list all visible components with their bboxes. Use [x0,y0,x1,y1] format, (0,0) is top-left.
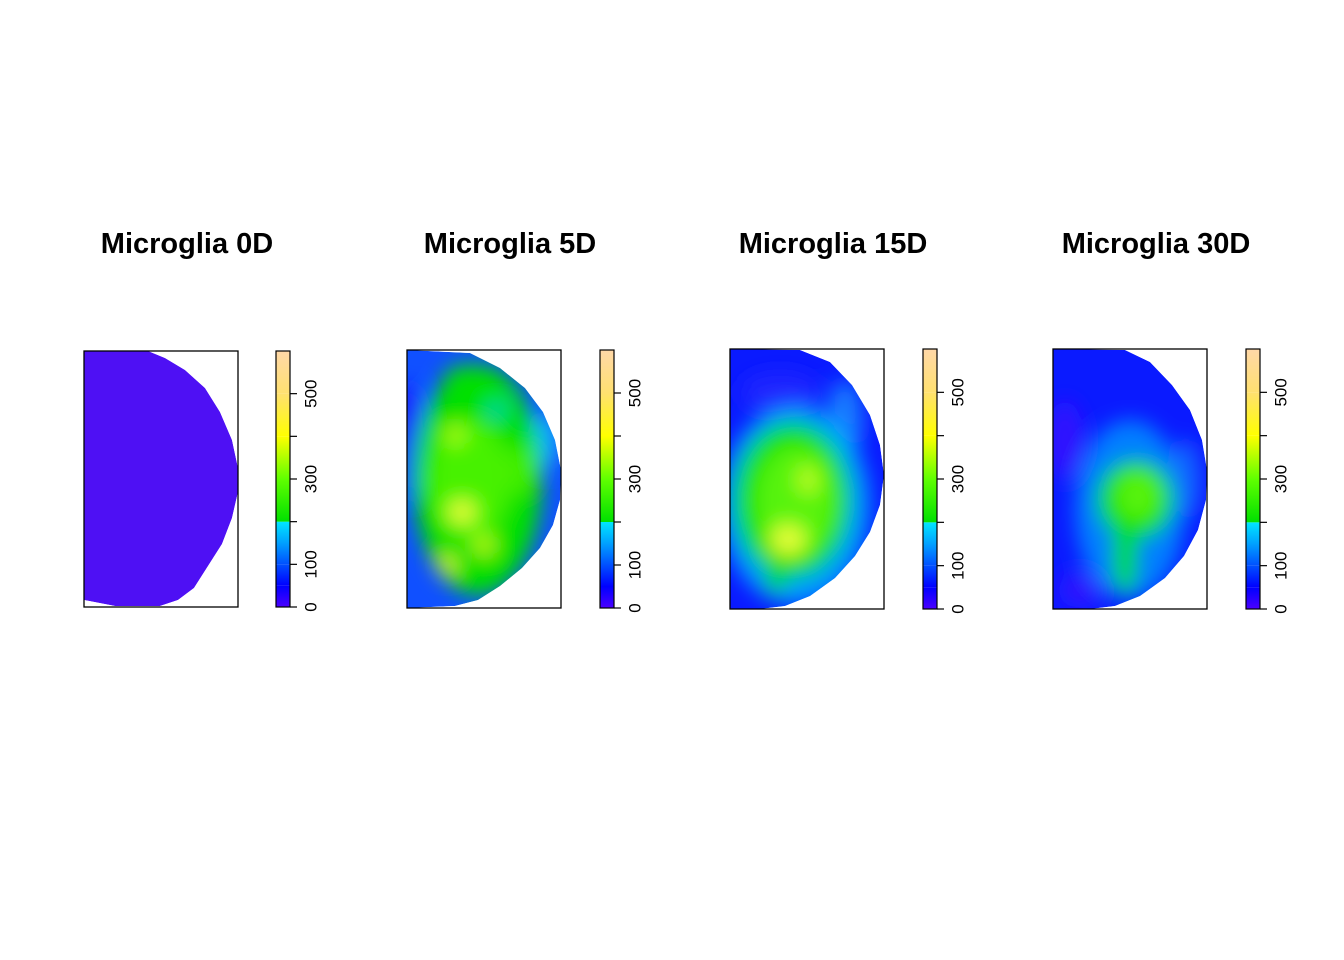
color-bar-segment [1246,522,1260,544]
color-bar-segment [1246,565,1260,588]
heatmap-blob [490,405,502,417]
color-bar-segment [600,350,614,393]
color-bar-segment [923,392,937,436]
heatmap-image [407,350,561,608]
chart-panel-1: Microglia 5D 0 100 300 500 [406,228,645,613]
heatmap-blob [502,446,538,494]
color-bar-segment [923,544,937,566]
color-bar-tick-label: 300 [1272,465,1291,493]
chart-panel-0: Microglia 0D 0 100 300 500 [83,228,321,612]
color-bar-segment [923,565,937,588]
color-bar-segment [276,543,290,565]
panel-title: Microglia 15D [739,228,928,260]
heatmap-blob [440,365,484,425]
color-bar-segment [276,436,290,479]
color-bar-segment [276,521,290,543]
color-bar-tick-label: 300 [949,465,968,493]
plot-frame [1052,348,1208,610]
color-bar-tick-label: 500 [949,378,968,406]
heatmap-blob [430,420,510,540]
color-bar-tick-label: 100 [302,550,321,578]
heatmap-image [730,349,884,609]
color-bar-tick-label: 500 [302,379,321,407]
chart-panel-2: Microglia 15D 0 100 300 500 [729,228,968,614]
heatmap-blob [448,500,476,524]
color-bar-tick-label: 0 [626,603,645,612]
heatmap-blob [1058,572,1102,608]
panel-title: Microglia 30D [1062,228,1251,260]
color-bar-segment [600,543,614,565]
color-bar-tick-label: 300 [302,465,321,493]
color-bar: 0 100 300 500 [275,350,321,612]
heatmap-blob [1116,470,1160,520]
color-bar-segment [276,393,290,437]
color-bar: 0 100 300 500 [922,348,968,614]
chart-panel-3: Microglia 30D 0 100 300 500 [1052,228,1291,614]
heatmap-image [1053,349,1207,609]
color-bar-segment [1246,349,1260,393]
color-bar-segment [923,349,937,393]
heatmap-blob [766,566,786,594]
color-bar: 0 100 300 500 [599,349,645,613]
panel-title: Microglia 0D [101,228,273,260]
color-bar-segment [1246,544,1260,566]
plot-frame [729,348,885,610]
color-bar-tick-label: 0 [302,602,321,611]
color-bar-segment [600,436,614,479]
color-bar-tick-label: 500 [1272,378,1291,406]
color-bar-tick-label: 100 [949,551,968,579]
color-bar-segment [923,587,937,609]
color-bar-tick-label: 0 [1272,604,1291,613]
color-bar-segment [923,435,937,479]
color-bar-segment [923,479,937,523]
color-bar-segment [276,351,290,394]
heatmap-blob [770,524,806,556]
color-bar-segment [600,586,614,608]
color-bar-tick-label: 500 [626,379,645,407]
plot-frame [83,350,239,608]
heatmap-blob [1113,515,1137,595]
color-bar: 0 100 300 500 [1245,348,1291,614]
heatmap-base [84,351,238,606]
heatmap-blob [1053,400,1083,480]
heatmap-image [84,351,238,606]
heatmap-blob [438,556,456,574]
color-bar-segment [276,479,290,522]
color-bar-segment [1246,392,1260,436]
color-bar-tick-label: 100 [626,551,645,579]
color-bar-segment [1246,479,1260,523]
plot-frame [406,349,562,609]
color-bar-tick-label: 100 [1272,551,1291,579]
panel-title: Microglia 5D [424,228,596,260]
color-bar-segment [1246,435,1260,479]
color-bar-segment [1246,587,1260,609]
color-bar-segment [276,585,290,607]
color-bar-segment [276,564,290,586]
color-bar-segment [600,393,614,436]
heatmap-blob [740,372,820,412]
color-bar-tick-label: 0 [949,604,968,613]
color-bar-tick-label: 300 [626,465,645,493]
color-bar-segment [600,565,614,587]
color-bar-segment [600,522,614,544]
color-bar-segment [923,522,937,544]
heatmap-blob [798,466,818,494]
color-bar-segment [600,479,614,522]
heatmap-blob [474,535,494,555]
